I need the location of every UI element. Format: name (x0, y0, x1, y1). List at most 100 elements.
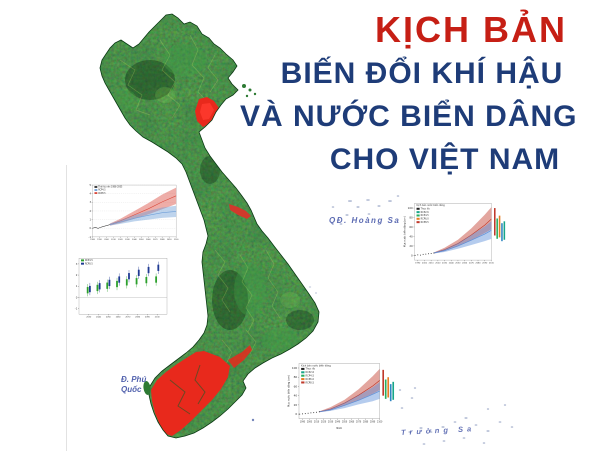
svg-text:1: 1 (76, 284, 78, 288)
svg-text:0: 0 (411, 253, 413, 257)
legend-chip (416, 214, 420, 217)
scenario-range-bar (503, 221, 506, 240)
province-borders (119, 34, 281, 365)
label-phu-quoc-line1: Đ. Phú (121, 375, 147, 384)
svg-text:20: 20 (294, 403, 298, 407)
svg-text:2: 2 (89, 209, 91, 213)
legend-chip (416, 207, 420, 210)
svg-text:2000: 2000 (307, 421, 313, 423)
svg-text:0: 0 (76, 295, 78, 299)
svg-text:-1: -1 (75, 306, 78, 310)
svg-text:RCP4.5: RCP4.5 (421, 214, 430, 217)
svg-text:2050: 2050 (455, 263, 461, 265)
svg-text:RCP8.5: RCP8.5 (85, 262, 93, 265)
scenario-range-bar (384, 379, 387, 399)
svg-text:Thực đo: Thực đo (306, 368, 316, 371)
svg-text:2070: 2070 (356, 421, 362, 423)
svg-text:2100: 2100 (377, 421, 383, 423)
svg-text:2040: 2040 (335, 421, 341, 423)
svg-text:2: 2 (76, 273, 78, 277)
legend-chip (416, 211, 420, 214)
svg-text:Thực đo: Thực đo (421, 208, 431, 211)
svg-text:2040: 2040 (96, 317, 102, 319)
legend-chip (301, 374, 305, 377)
svg-text:2040: 2040 (449, 263, 455, 265)
svg-text:2100: 2100 (174, 239, 179, 241)
temperature-projection-chart: -1 0 1 2 3 4 5 1980 1990 2000 2010 2020 2030 2040 2050… (89, 183, 179, 241)
svg-text:2030: 2030 (328, 421, 334, 423)
svg-text:2060: 2060 (349, 421, 355, 423)
svg-text:2090: 2090 (167, 239, 172, 241)
chart-sea-level-rise-east: 0 20 40 60 80 100 1990 2000 2010 2020 2030 2040 2050… (403, 200, 507, 269)
svg-text:2080: 2080 (160, 239, 165, 241)
scenario-range-bar (389, 384, 392, 402)
svg-text:3: 3 (76, 262, 78, 266)
legend-chip (94, 186, 98, 188)
title-line-3: VÀ NƯỚC BIỂN DÂNG (240, 100, 578, 133)
svg-text:2040: 2040 (132, 239, 137, 241)
svg-text:2030: 2030 (442, 263, 448, 265)
svg-text:60: 60 (294, 384, 298, 388)
svg-text:2090: 2090 (145, 317, 151, 319)
svg-text:60: 60 (409, 225, 413, 229)
svg-text:RCP4.5: RCP4.5 (85, 259, 93, 262)
chart-temperature-decadal: -1 0 1 2 3 2030 2040 2050 2060 2070 2080 2090 2100 RC… (70, 255, 170, 323)
svg-text:RCP4.5: RCP4.5 (306, 374, 315, 377)
title-line-4: CHO VIỆT NAM (329, 143, 561, 176)
scenario-range-bar (498, 215, 501, 238)
scenario-range-bar (494, 208, 496, 236)
svg-text:RCP8.5: RCP8.5 (306, 381, 315, 384)
svg-text:2010: 2010 (314, 421, 320, 423)
temperature-decadal-chart: -1 0 1 2 3 2030 2040 2050 2060 2070 2080 2090 2100 RC… (75, 258, 168, 319)
svg-text:RCP2.6: RCP2.6 (421, 211, 430, 214)
svg-text:2090: 2090 (370, 421, 376, 423)
scenario-range-bar (382, 369, 385, 396)
svg-text:2060: 2060 (146, 239, 151, 241)
svg-text:2010: 2010 (111, 239, 116, 241)
scenario-range-bar (392, 381, 395, 400)
svg-text:Mực nước biển dâng (cm): Mực nước biển dâng (cm) (404, 216, 407, 247)
svg-text:Năm: Năm (336, 426, 342, 430)
svg-text:2080: 2080 (363, 421, 369, 423)
svg-text:2050: 2050 (106, 317, 112, 319)
svg-text:0: 0 (295, 412, 297, 416)
title-kich-ban: KỊCH BẢN (375, 9, 567, 50)
svg-text:2030: 2030 (86, 317, 92, 319)
chart-sea-level-rise-south: 0 20 40 60 80 100 1990 2000 2010 2020 2030 2040 2050… (287, 360, 396, 430)
legend-chip (301, 381, 305, 384)
svg-text:20: 20 (409, 244, 413, 248)
panel-divider (66, 165, 67, 451)
svg-text:RCP4.5: RCP4.5 (98, 189, 106, 192)
svg-text:1: 1 (89, 217, 91, 221)
label-phu-quoc: Đ. Phú Quốc (121, 375, 146, 394)
svg-text:100: 100 (408, 206, 413, 210)
svg-text:1990: 1990 (415, 263, 421, 265)
svg-text:2070: 2070 (125, 317, 131, 319)
svg-text:2020: 2020 (118, 239, 123, 241)
phu-quoc-island (143, 381, 151, 395)
svg-text:2010: 2010 (429, 263, 435, 265)
svg-text:Kịch bản nước biển dâng: Kịch bản nước biển dâng (417, 204, 446, 207)
mid-sea-islets (302, 286, 318, 296)
hoang-sa-archipelago (331, 195, 400, 225)
svg-text:2070: 2070 (469, 263, 475, 265)
svg-text:4: 4 (89, 192, 91, 196)
svg-text:2070: 2070 (153, 239, 158, 241)
legend-chip (301, 378, 305, 381)
svg-text:2030: 2030 (125, 239, 130, 241)
svg-text:2100: 2100 (489, 263, 495, 265)
legend-chip (416, 221, 420, 224)
legend-chip (81, 259, 84, 262)
svg-text:2060: 2060 (462, 263, 468, 265)
svg-text:1980: 1980 (90, 239, 95, 241)
svg-text:RCP6.0: RCP6.0 (421, 218, 430, 221)
coastline (99, 13, 320, 439)
svg-text:2050: 2050 (342, 421, 348, 423)
